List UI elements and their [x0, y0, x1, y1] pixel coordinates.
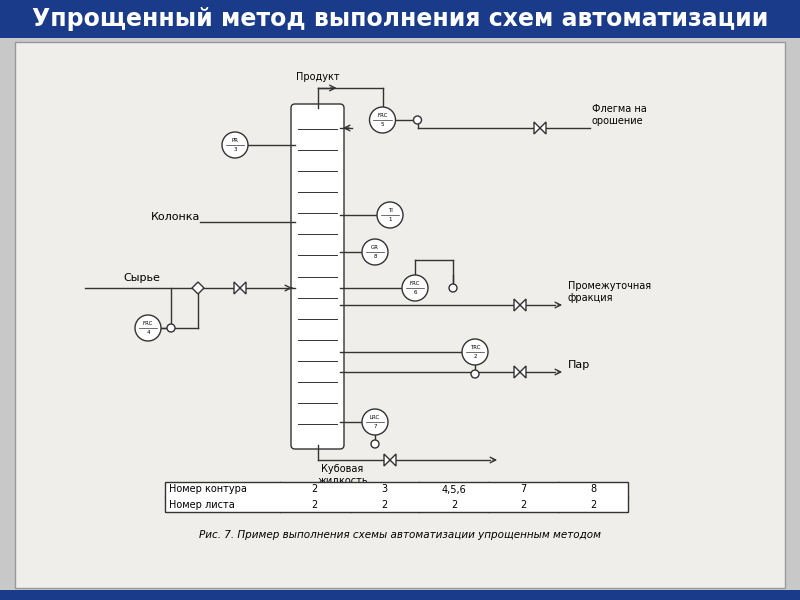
Bar — [0, 0, 800, 38]
Polygon shape — [520, 299, 526, 311]
Circle shape — [135, 315, 161, 341]
Polygon shape — [520, 366, 526, 378]
Polygon shape — [384, 454, 390, 466]
Text: Номер контура: Номер контура — [169, 485, 247, 494]
Text: 1: 1 — [388, 217, 392, 223]
Circle shape — [471, 370, 479, 378]
FancyBboxPatch shape — [291, 104, 344, 449]
Text: Номер листа: Номер листа — [169, 499, 234, 509]
Text: PR: PR — [231, 138, 238, 143]
Text: 2: 2 — [474, 355, 477, 359]
Text: 3: 3 — [382, 485, 387, 494]
Polygon shape — [514, 299, 520, 311]
Text: 7: 7 — [521, 485, 526, 494]
Text: TI: TI — [387, 208, 393, 213]
Text: Кубовая
жидкость: Кубовая жидкость — [317, 464, 368, 485]
Circle shape — [370, 107, 395, 133]
Text: Сырье: Сырье — [123, 273, 160, 283]
Circle shape — [362, 239, 388, 265]
Text: FRC: FRC — [410, 281, 420, 286]
Text: Упрощенный метод выполнения схем автоматизации: Упрощенный метод выполнения схем автомат… — [32, 7, 768, 31]
Circle shape — [222, 132, 248, 158]
Text: FRC: FRC — [378, 113, 388, 118]
Text: FRC: FRC — [143, 321, 153, 326]
Text: 7: 7 — [374, 424, 377, 430]
Text: 5: 5 — [381, 122, 384, 127]
Text: Пар: Пар — [568, 360, 590, 370]
Text: 2: 2 — [312, 499, 318, 509]
Circle shape — [414, 116, 422, 124]
Text: 4,5,6: 4,5,6 — [442, 485, 466, 494]
Text: LRC: LRC — [370, 415, 380, 420]
Text: Продукт: Продукт — [296, 72, 339, 82]
Text: Рис. 7. Пример выполнения схемы автоматизации упрощенным методом: Рис. 7. Пример выполнения схемы автомати… — [199, 530, 601, 540]
Circle shape — [377, 202, 403, 228]
Text: 4: 4 — [146, 331, 150, 335]
Circle shape — [449, 284, 457, 292]
Bar — [165, 482, 628, 512]
Polygon shape — [534, 122, 540, 134]
Polygon shape — [240, 282, 246, 294]
Circle shape — [362, 409, 388, 435]
Text: TRC: TRC — [470, 345, 480, 350]
Text: GR: GR — [371, 245, 379, 250]
Circle shape — [462, 339, 488, 365]
Text: 8: 8 — [590, 485, 596, 494]
Text: 2: 2 — [312, 485, 318, 494]
Text: Флегма на
орошение: Флегма на орошение — [592, 104, 646, 126]
Bar — [0, 590, 800, 600]
Text: Колонка: Колонка — [150, 212, 200, 222]
Polygon shape — [192, 282, 204, 294]
Polygon shape — [234, 282, 240, 294]
Text: 2: 2 — [382, 499, 387, 509]
Polygon shape — [514, 366, 520, 378]
Polygon shape — [390, 454, 396, 466]
Circle shape — [402, 275, 428, 301]
Text: 8: 8 — [374, 254, 377, 259]
Polygon shape — [540, 122, 546, 134]
Text: 2: 2 — [590, 499, 596, 509]
Text: 2: 2 — [451, 499, 457, 509]
Text: Промежуточная
фракция: Промежуточная фракция — [568, 281, 651, 303]
Circle shape — [371, 440, 379, 448]
Text: 2: 2 — [521, 499, 526, 509]
Circle shape — [167, 324, 175, 332]
Text: 3: 3 — [234, 148, 237, 152]
Text: 6: 6 — [414, 290, 417, 295]
